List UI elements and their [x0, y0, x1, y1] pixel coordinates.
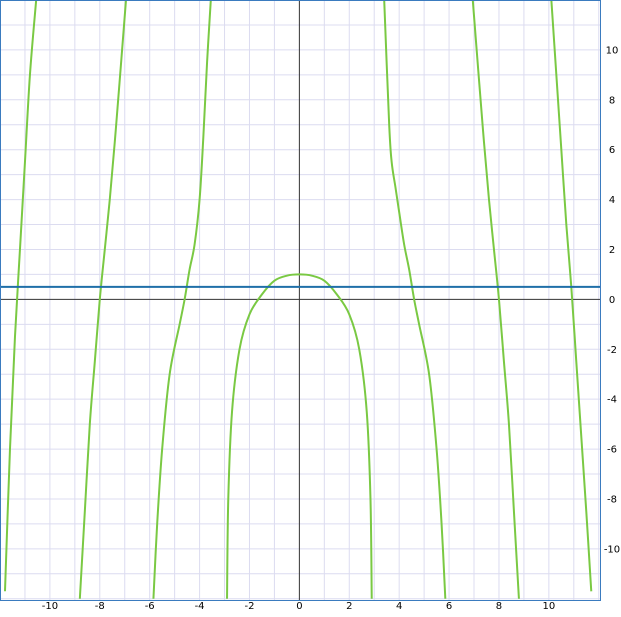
y-tick-label: 0: [609, 295, 615, 306]
curve-branch-1: [3, 0, 38, 592]
y-tick-label: -2: [607, 345, 617, 356]
curve-branch-2: [78, 0, 127, 599]
curve-branch-3: [152, 0, 212, 599]
x-tick-label: 10: [542, 601, 555, 612]
y-tick-label: 10: [606, 45, 619, 56]
x-tick-label: -6: [145, 601, 155, 612]
y-tick-label: 8: [609, 95, 615, 106]
y-tick-label: 4: [609, 195, 615, 206]
x-tick-label: 4: [396, 601, 402, 612]
plot-frame: [0, 0, 601, 601]
x-tick-label: -10: [42, 601, 58, 612]
curve-branch-4: [226, 273, 373, 599]
curve-branch-6: [471, 0, 520, 599]
x-tick-label: 0: [296, 601, 302, 612]
x-tick-label: -4: [195, 601, 205, 612]
y-tick-label: -6: [607, 445, 617, 456]
y-tick-label: 2: [609, 245, 615, 256]
grid-lines: [0, 0, 600, 600]
x-tick-label: 6: [446, 601, 452, 612]
x-tick-label: -8: [95, 601, 105, 612]
curves: [0, 0, 600, 599]
y-tick-label: 6: [609, 145, 615, 156]
y-tick-label: -10: [604, 544, 620, 555]
x-tick-label: -2: [244, 601, 254, 612]
y-tick-label: -4: [607, 395, 617, 406]
curve-branch-5: [383, 0, 447, 599]
x-tick-label: 2: [346, 601, 352, 612]
x-tick-labels: -10 -8 -6 -4 -2 0 2 4 6 8 10: [42, 601, 555, 612]
y-tick-labels: 10 8 6 4 2 0 -2 -4 -6 -8 -10: [604, 45, 620, 555]
x-tick-label: 8: [496, 601, 502, 612]
y-tick-label: -8: [607, 494, 617, 505]
